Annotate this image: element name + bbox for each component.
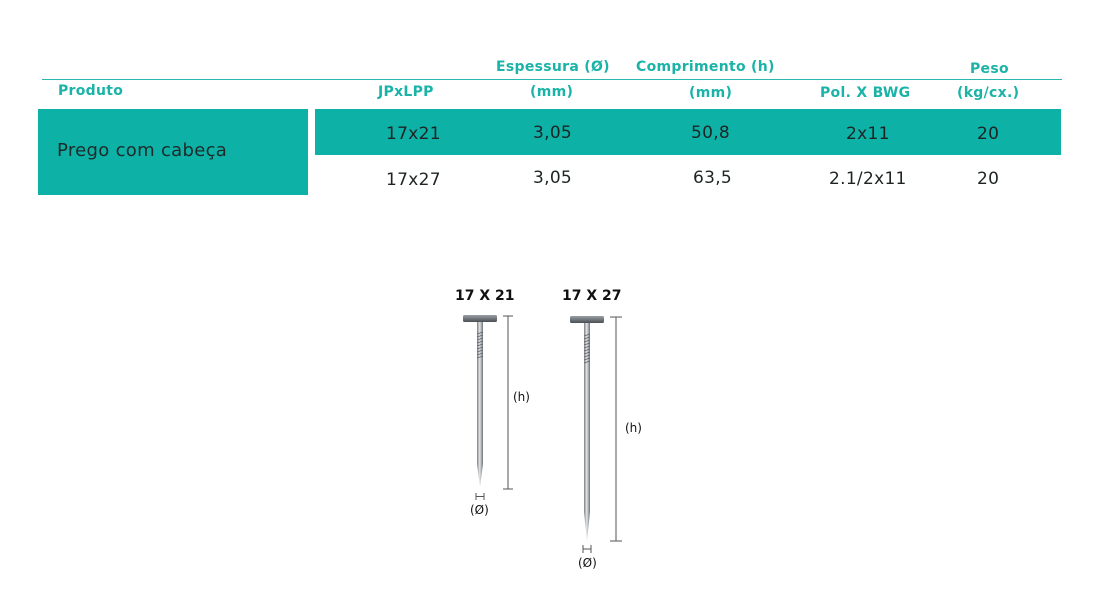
header-polbwg: Pol. X BWG — [820, 85, 911, 101]
row1-espessura: 3,05 — [533, 123, 573, 143]
header-peso-unit: (kg/cx.) — [957, 85, 1020, 101]
nail2-diameter-label: (Ø) — [578, 556, 597, 570]
nail1-diameter-label: (Ø) — [470, 503, 489, 517]
nail-title-17x27: 17 X 27 — [562, 288, 622, 304]
row2-espessura: 3,05 — [533, 168, 573, 188]
product-cell: Prego com cabeça — [38, 109, 308, 195]
product-name: Prego com cabeça — [57, 140, 228, 161]
row2-jpxlpp: 17x27 — [386, 170, 441, 190]
row1-jpxlpp: 17x21 — [386, 124, 441, 144]
row2-polbwg: 2.1/2x11 — [829, 169, 907, 189]
nail-grip-rings — [583, 333, 591, 364]
diameter-dimension-line — [582, 545, 592, 553]
diameter-dimension-line — [475, 493, 485, 500]
nail-shank — [477, 322, 483, 487]
header-produto: Produto — [58, 83, 124, 99]
nail1-height-label: (h) — [513, 390, 530, 404]
header-comprimento: Comprimento (h) — [636, 59, 775, 75]
nail-17x27-illustration — [570, 316, 622, 553]
nail2-height-label: (h) — [625, 421, 642, 435]
row1-peso: 20 — [977, 124, 1000, 144]
nail-head — [570, 316, 604, 323]
header-divider — [42, 79, 1062, 80]
header-jpxlpp: JPxLPP — [378, 84, 434, 100]
row2-comprimento: 63,5 — [693, 168, 733, 188]
height-dimension-line — [503, 315, 513, 490]
nail-head — [463, 315, 497, 322]
header-espessura-unit: (mm) — [530, 84, 574, 100]
nail-17x21-illustration — [463, 315, 513, 500]
header-espessura: Espessura (Ø) — [496, 59, 610, 75]
height-dimension-line — [610, 316, 622, 542]
row2-peso: 20 — [977, 169, 1000, 189]
header-peso: Peso — [970, 61, 1009, 77]
nail-shank — [584, 323, 590, 541]
nail-title-17x21: 17 X 21 — [455, 288, 515, 304]
header-comprimento-unit: (mm) — [689, 85, 733, 101]
nail-grip-rings — [476, 331, 484, 359]
table-row-highlight — [315, 109, 1061, 155]
row1-polbwg: 2x11 — [846, 124, 890, 144]
row1-comprimento: 50,8 — [691, 123, 731, 143]
